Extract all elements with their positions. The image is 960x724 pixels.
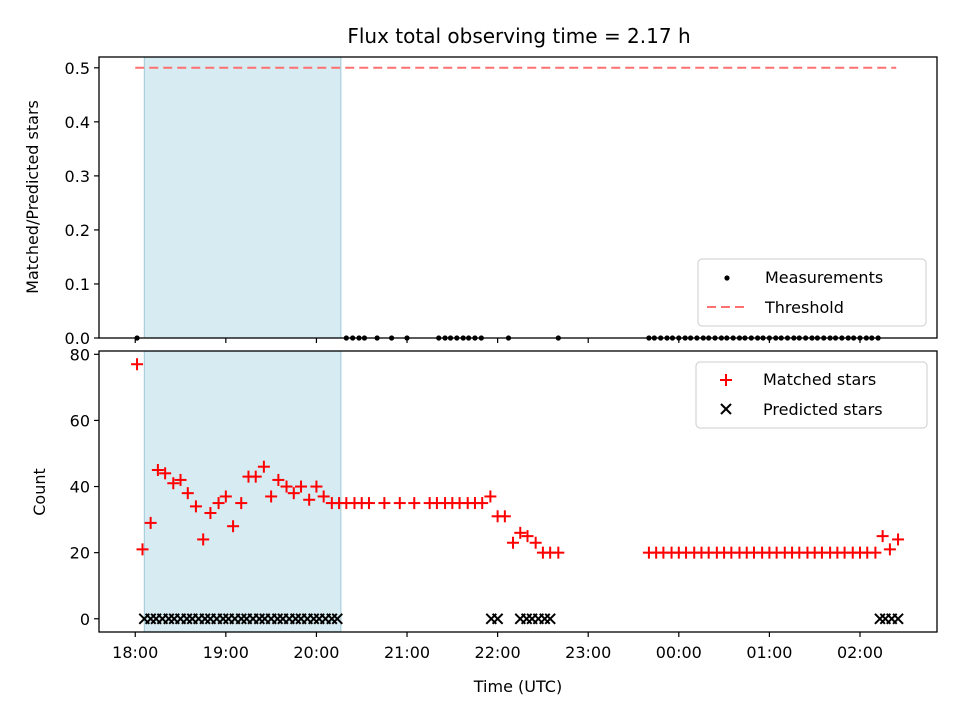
matched-star-point — [393, 497, 406, 510]
matched-star-point — [249, 470, 262, 483]
matched-star-point — [476, 497, 489, 510]
bottom-ytick-label: 20 — [70, 544, 90, 563]
bottom-shaded-span — [143, 350, 342, 633]
bottom-points — [131, 358, 905, 625]
top-xticks — [134, 338, 861, 343]
matched-star-point — [529, 536, 542, 549]
matched-star-point — [136, 543, 149, 556]
top-ylabel: Matched/Predicted stars — [23, 100, 42, 294]
bottom-xticks: 18:00 19:00 20:00 21:00 22:00 23:00 00:00 01:00… — [112, 632, 883, 662]
legend-measurements-label: Measurements — [765, 268, 883, 287]
bottom-ytick-label: 80 — [70, 345, 90, 364]
bottom-xtick-label: 22:00 — [475, 643, 521, 662]
top-ytick-label: 0.2 — [65, 221, 90, 240]
matched-star-point — [378, 497, 391, 510]
bottom-xtick-label: 20:00 — [293, 643, 339, 662]
matched-star-point — [144, 516, 157, 529]
bottom-axes-frame — [98, 350, 938, 633]
legend-matched-marker — [720, 374, 732, 386]
chart-title: Flux total observing time = 2.17 h — [347, 24, 690, 48]
legend-predicted-label: Predicted stars — [763, 400, 883, 419]
matched-star-point — [181, 487, 194, 500]
top-ytick-label: 0.0 — [65, 329, 90, 348]
legend-matched-label: Matched stars — [763, 370, 876, 389]
top-shaded-span — [143, 56, 342, 339]
matched-star-point — [189, 500, 202, 513]
bottom-ytick-label: 40 — [70, 478, 90, 497]
matched-star-point — [131, 358, 144, 371]
matched-star-point — [310, 480, 323, 493]
legend-predicted-marker — [720, 403, 732, 415]
bottom-legend: Matched stars Predicted stars — [695, 361, 928, 429]
bottom-xtick-label: 19:00 — [203, 643, 249, 662]
predicted-star-point — [544, 613, 556, 625]
matched-star-point — [317, 490, 330, 503]
matched-star-point — [227, 520, 240, 533]
matched-star-point — [204, 506, 217, 519]
matched-star-point — [151, 464, 164, 477]
matched-star-point — [212, 497, 225, 510]
bottom-ylabel: Count — [30, 468, 49, 516]
matched-star-point — [167, 477, 180, 490]
matched-star-point — [159, 467, 172, 480]
bottom-panel: 0 20 40 60 80 18:00 19:00 20:00 21:00 22:00 23:00… — [30, 345, 938, 696]
top-axes-frame — [98, 56, 938, 339]
matched-star-point — [869, 546, 882, 559]
predicted-star-point — [539, 613, 551, 625]
matched-star-point — [197, 533, 210, 546]
legend-threshold-label: Threshold — [764, 298, 844, 317]
matched-star-point — [498, 510, 511, 523]
top-yticks: 0.0 0.1 0.2 0.3 0.4 0.5 — [65, 59, 99, 348]
bottom-xlabel: Time (UTC) — [473, 677, 562, 696]
matched-star-point — [892, 533, 905, 546]
top-ytick-label: 0.3 — [65, 167, 90, 186]
matched-star-point — [257, 460, 270, 473]
legend-measurements-marker — [724, 275, 730, 281]
bottom-xtick-label: 02:00 — [837, 643, 883, 662]
matched-star-point — [507, 536, 520, 549]
bottom-xtick-label: 01:00 — [746, 643, 792, 662]
top-ytick-label: 0.1 — [65, 275, 90, 294]
matched-star-point — [280, 480, 293, 493]
bottom-xtick-label: 18:00 — [112, 643, 158, 662]
matched-star-point — [514, 526, 527, 539]
matched-star-point — [362, 497, 375, 510]
bottom-xtick-label: 21:00 — [384, 643, 430, 662]
matched-star-point — [484, 490, 497, 503]
bottom-ytick-label: 0 — [80, 610, 90, 629]
top-ytick-label: 0.4 — [65, 113, 90, 132]
predicted-star-point — [331, 613, 343, 625]
top-ytick-label: 0.5 — [65, 59, 90, 78]
top-panel: 0.0 0.1 0.2 0.3 0.4 0.5 Matched/Predicted sta… — [23, 56, 938, 348]
predicted-star-point — [874, 613, 886, 625]
matched-star-point — [174, 473, 187, 486]
bottom-ytick-label: 60 — [70, 411, 90, 430]
predicted-star-point — [892, 613, 904, 625]
bottom-legend-box — [695, 361, 928, 429]
matched-star-point — [521, 530, 534, 543]
matched-star-point — [272, 473, 285, 486]
matched-star-point — [235, 497, 248, 510]
bottom-yticks: 0 20 40 60 80 — [70, 345, 99, 629]
bottom-xtick-label: 00:00 — [656, 643, 702, 662]
matched-star-point — [287, 487, 300, 500]
matched-star-point — [219, 490, 232, 503]
predicted-star-point — [491, 613, 504, 625]
matched-star-point — [295, 480, 308, 493]
matched-star-point — [552, 546, 565, 559]
predicted-star-point — [520, 613, 533, 625]
matched-star-point — [883, 543, 896, 556]
matched-star-point — [303, 493, 316, 506]
top-legend-box — [697, 258, 927, 327]
top-legend: Measurements Threshold — [697, 258, 927, 327]
bottom-xtick-label: 23:00 — [565, 643, 611, 662]
matched-star-point — [876, 530, 889, 543]
matched-star-point — [408, 497, 421, 510]
matched-star-point — [265, 490, 278, 503]
